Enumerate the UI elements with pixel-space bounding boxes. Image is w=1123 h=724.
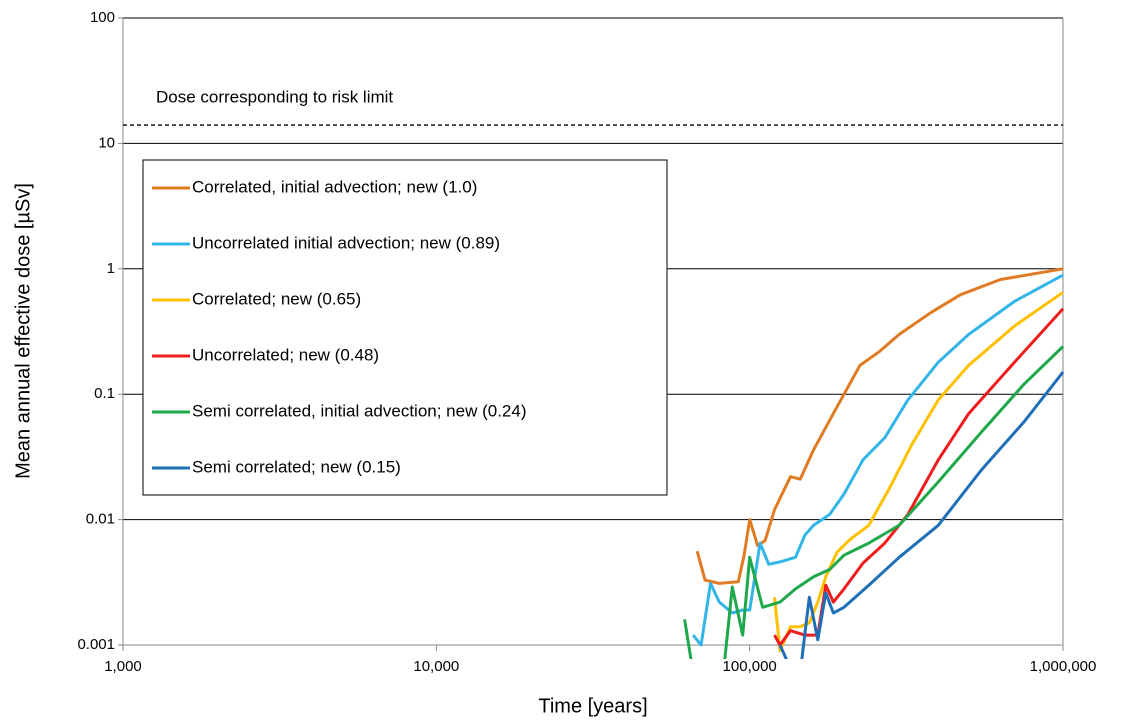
y-tick-label: 0.001 — [77, 636, 115, 653]
series-line — [773, 291, 1064, 653]
y-tick-label: 100 — [90, 9, 115, 26]
x-tick-label: 100,000 — [723, 658, 777, 675]
x-tick-label: 10,000 — [413, 658, 459, 675]
legend-label: Correlated; new (0.65) — [192, 289, 361, 308]
y-axis-title: Mean annual effective dose [µSv] — [12, 183, 34, 479]
legend-label: Uncorrelated initial advection; new (0.8… — [192, 233, 500, 252]
x-tick-label: 1,000,000 — [1030, 658, 1097, 675]
legend-label: Semi correlated, initial advection; new … — [192, 401, 527, 420]
series-line — [773, 307, 1065, 647]
x-tick-label: 1,000 — [104, 658, 142, 675]
reference-label: Dose corresponding to risk limit — [156, 88, 393, 107]
legend-label: Correlated, initial advection; new (1.0) — [192, 177, 477, 196]
y-tick-label: 10 — [98, 134, 115, 151]
legend-box — [142, 159, 668, 496]
series-line — [691, 273, 1064, 647]
legend-label: Semi correlated; new (0.15) — [192, 457, 401, 476]
series-line — [695, 267, 1064, 585]
series-line — [683, 345, 1065, 659]
plot-area — [683, 267, 1065, 659]
y-tick-label: 0.01 — [86, 511, 115, 528]
series-line — [778, 371, 1065, 659]
y-tick-label: 0.1 — [94, 385, 115, 402]
x-axis-title: Time [years] — [538, 695, 647, 717]
legend-label: Uncorrelated; new (0.48) — [192, 345, 379, 364]
y-tick-label: 1 — [107, 260, 115, 277]
